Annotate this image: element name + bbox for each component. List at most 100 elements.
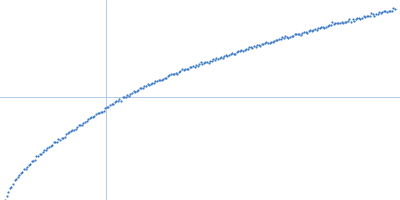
Point [196, 63, 202, 66]
Point [85, 118, 91, 121]
Point [302, 30, 309, 33]
Point [64, 131, 71, 134]
Point [378, 12, 384, 15]
Point [365, 14, 372, 17]
Point [7, 186, 13, 190]
Point [356, 16, 362, 20]
Point [185, 68, 192, 71]
Point [38, 153, 44, 156]
Point [112, 101, 118, 104]
Point [187, 65, 193, 69]
Point [312, 28, 318, 31]
Point [310, 28, 317, 31]
Point [238, 49, 245, 52]
Point [140, 86, 146, 89]
Point [136, 87, 143, 90]
Point [190, 65, 196, 68]
Point [26, 163, 32, 167]
Point [326, 24, 332, 27]
Point [130, 89, 137, 92]
Point [102, 106, 108, 110]
Point [166, 74, 173, 77]
Point [18, 172, 24, 175]
Point [138, 86, 144, 89]
Point [271, 39, 278, 43]
Point [257, 44, 264, 47]
Point [282, 34, 288, 37]
Point [309, 29, 315, 33]
Point [323, 26, 329, 29]
Point [91, 114, 98, 118]
Point [294, 33, 301, 36]
Point [240, 49, 246, 52]
Point [307, 29, 314, 32]
Point [69, 129, 76, 132]
Point [82, 121, 88, 124]
Point [260, 42, 266, 45]
Point [263, 40, 270, 43]
Point [149, 82, 156, 85]
Point [176, 70, 182, 74]
Point [55, 138, 62, 141]
Point [60, 137, 66, 140]
Point [364, 14, 370, 18]
Point [207, 59, 213, 62]
Point [262, 41, 268, 45]
Point [58, 136, 65, 139]
Point [27, 162, 34, 165]
Point [366, 14, 373, 17]
Point [340, 21, 346, 24]
Point [19, 170, 26, 173]
Point [249, 47, 256, 50]
Point [224, 55, 230, 58]
Point [348, 20, 354, 23]
Point [316, 26, 323, 29]
Point [160, 77, 166, 80]
Point [346, 17, 353, 20]
Point [354, 16, 360, 19]
Point [330, 22, 337, 26]
Point [94, 111, 101, 114]
Point [229, 51, 235, 55]
Point [254, 44, 260, 47]
Point [152, 80, 159, 83]
Point [172, 72, 179, 75]
Point [43, 149, 49, 152]
Point [50, 140, 57, 143]
Point [10, 182, 16, 186]
Point [115, 99, 121, 102]
Point [155, 79, 162, 82]
Point [171, 72, 177, 75]
Point [292, 33, 298, 36]
Point [241, 48, 248, 51]
Point [47, 144, 54, 147]
Point [230, 53, 237, 56]
Point [334, 21, 340, 25]
Point [13, 177, 19, 180]
Point [252, 46, 259, 49]
Point [276, 37, 282, 40]
Point [370, 12, 376, 16]
Point [226, 53, 232, 56]
Point [265, 41, 271, 44]
Point [259, 42, 265, 45]
Point [86, 116, 93, 120]
Point [180, 69, 187, 72]
Point [80, 121, 87, 124]
Point [328, 23, 334, 26]
Point [148, 82, 154, 86]
Point [273, 39, 279, 42]
Point [338, 20, 345, 23]
Point [237, 49, 243, 53]
Point [213, 56, 220, 59]
Point [381, 10, 387, 13]
Point [290, 34, 296, 37]
Point [134, 89, 140, 93]
Point [35, 154, 41, 158]
Point [122, 95, 129, 98]
Point [5, 190, 12, 193]
Point [210, 58, 216, 61]
Point [235, 50, 242, 53]
Point [28, 160, 35, 163]
Point [379, 11, 386, 14]
